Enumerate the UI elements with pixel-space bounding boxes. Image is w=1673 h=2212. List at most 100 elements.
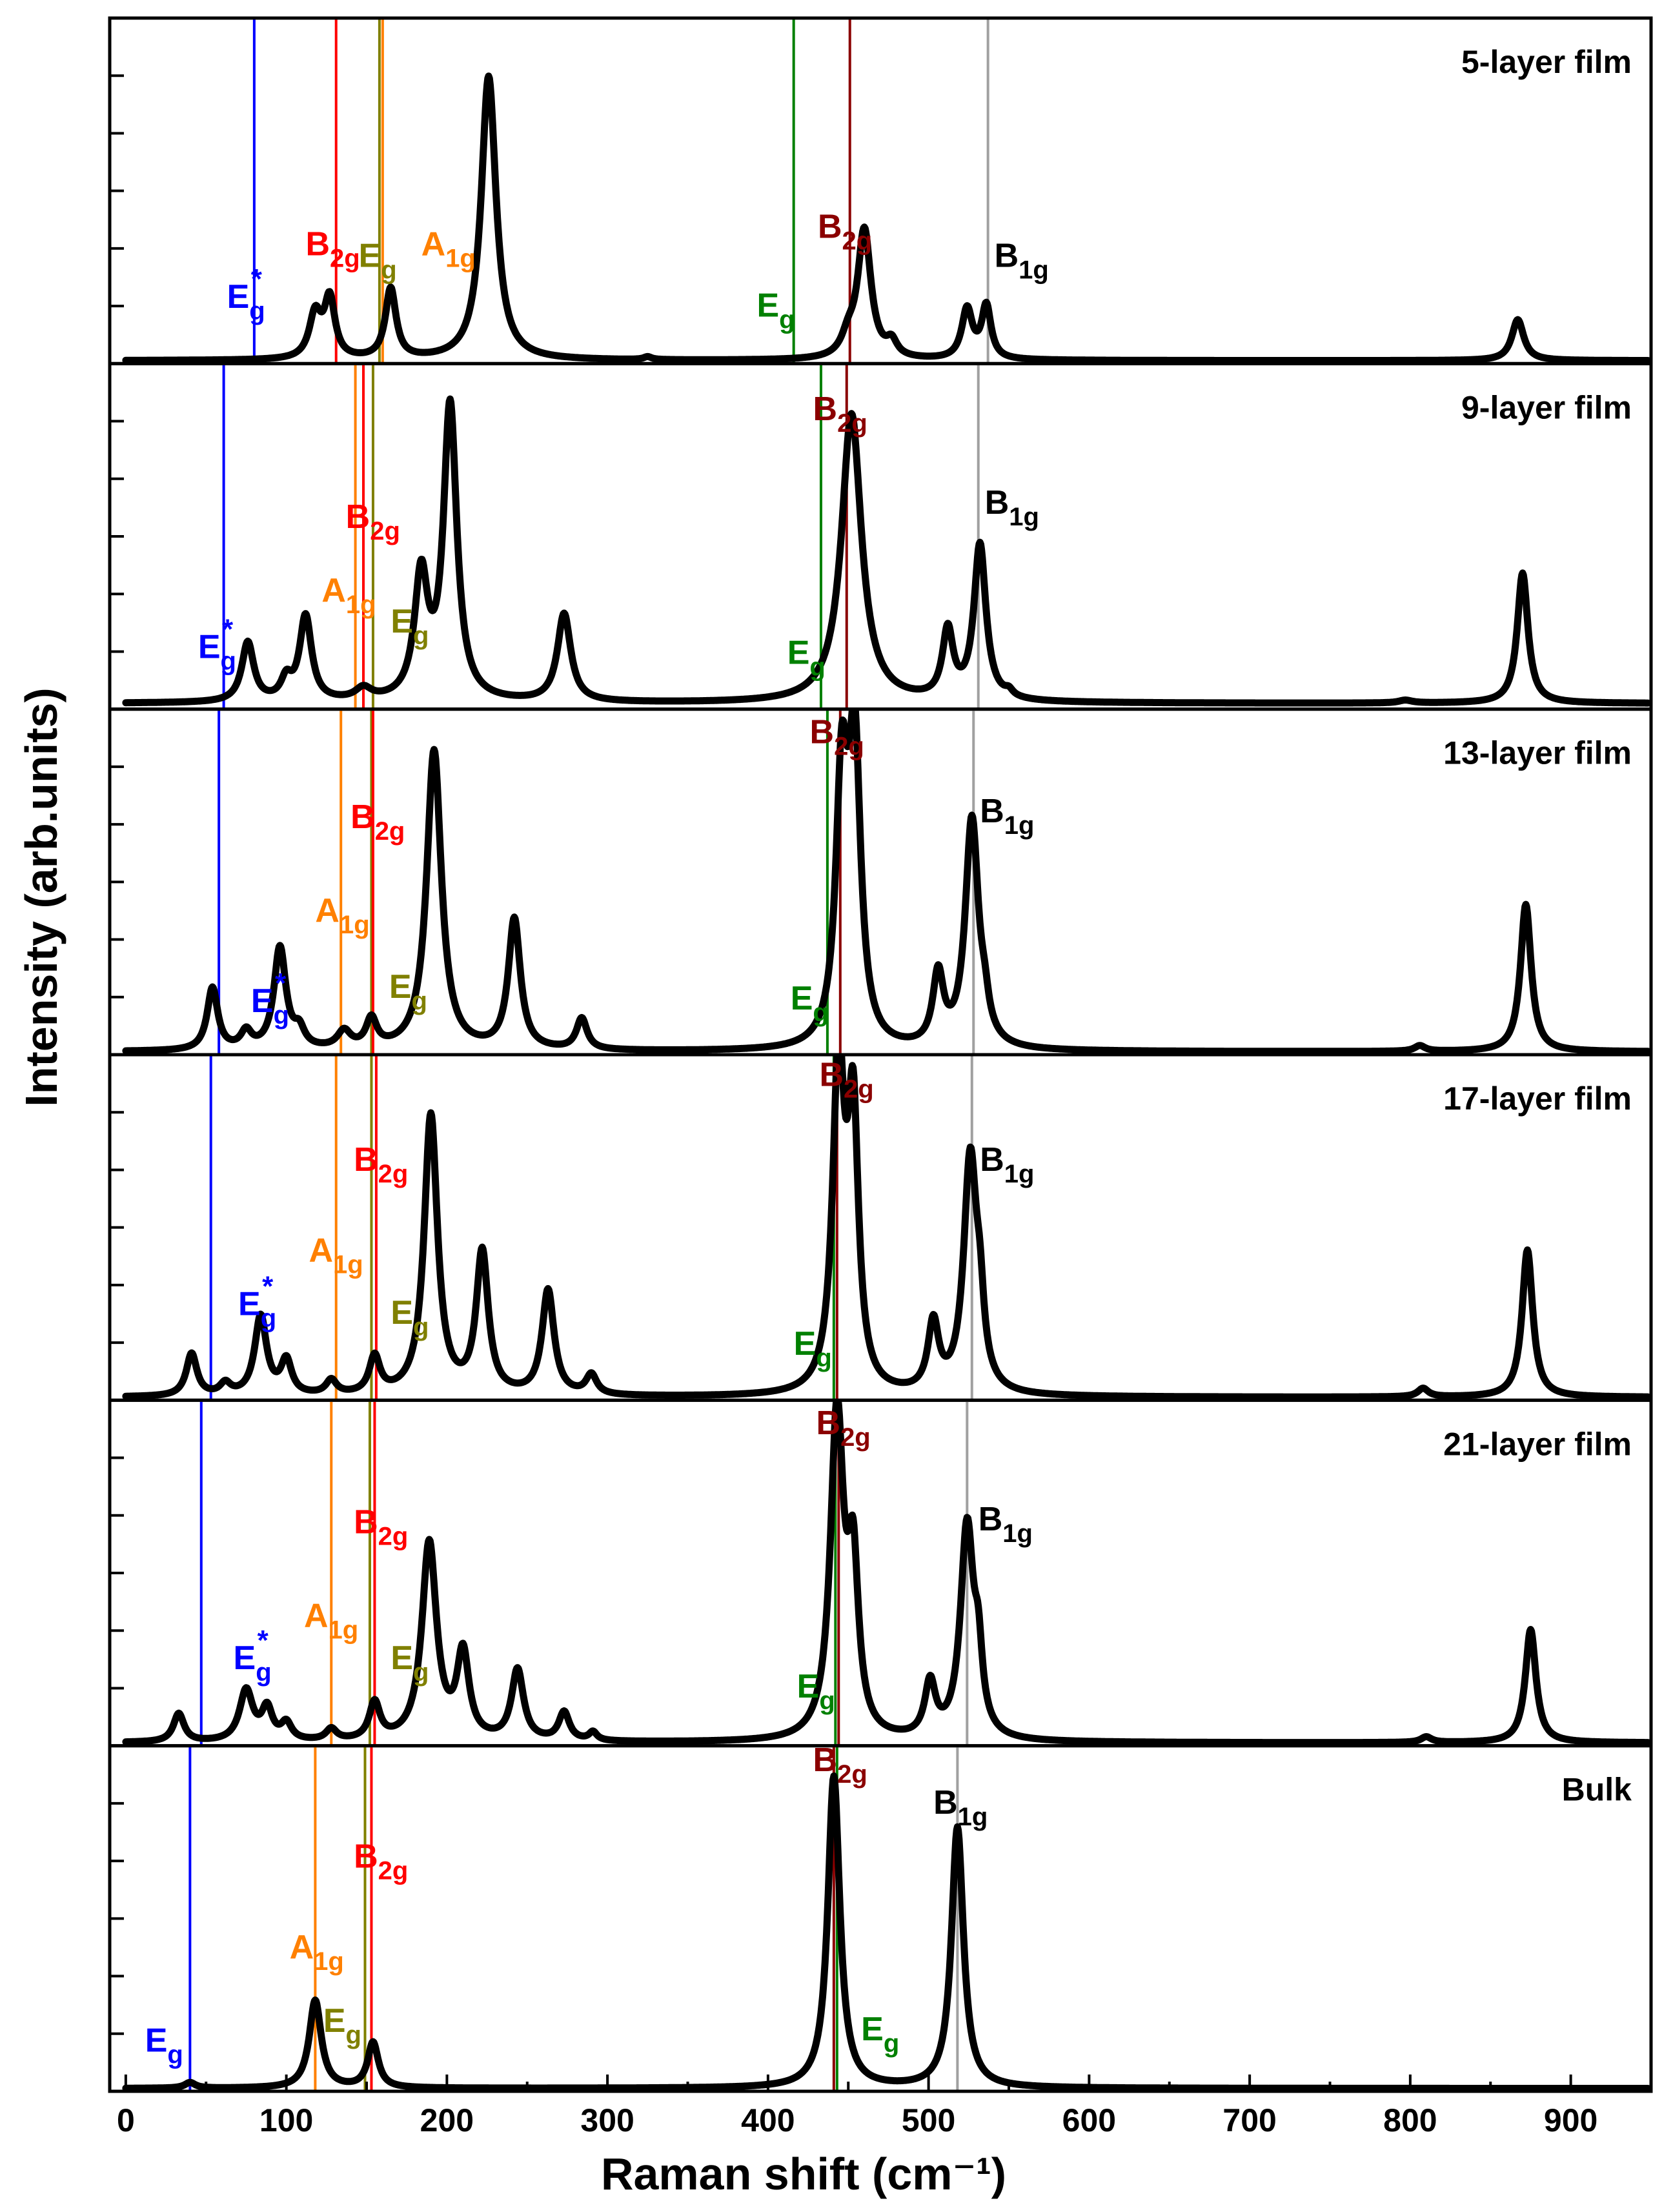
x-tick-label-200: 200 — [420, 2102, 474, 2138]
mode-label-base: A — [304, 1597, 329, 1634]
mode-label-base: B — [810, 713, 835, 751]
mode-label-sub: 2g — [842, 227, 873, 255]
mode-label-3: Eg — [389, 968, 427, 1015]
x-tick-label-900: 900 — [1544, 2102, 1597, 2138]
mode-label-base: B — [813, 391, 838, 428]
panel-plot-area — [122, 1745, 1651, 2092]
x-tick-label-800: 800 — [1383, 2102, 1437, 2138]
panel-title: 9-layer film — [1461, 389, 1632, 425]
mode-label-sub: g — [412, 987, 427, 1015]
mode-label-5: B2g — [810, 713, 864, 760]
mode-label-sub: 2g — [375, 817, 405, 846]
panel-title: 13-layer film — [1443, 735, 1632, 771]
mode-label-base: E — [390, 1639, 413, 1677]
panel-plot-area — [122, 1400, 1651, 1746]
mode-label-base: E — [234, 1639, 256, 1677]
y-axis-title: Intensity (arb.units) — [16, 687, 66, 1106]
mode-label-base: B — [816, 1405, 841, 1442]
mode-label-sub: 1g — [1019, 256, 1049, 285]
mode-label-sub: 1g — [958, 1803, 988, 1831]
spectrum-line — [122, 1055, 1651, 1401]
mode-label-base: E — [794, 1325, 816, 1363]
mode-label-2: B2g — [354, 1838, 408, 1885]
spectrum-line — [122, 395, 1651, 707]
mode-label-base: B — [980, 793, 1004, 830]
mode-label-6: B1g — [985, 484, 1039, 531]
mode-label-sub: g — [256, 1658, 271, 1687]
mode-label-sub: 2g — [330, 244, 360, 272]
mode-label-sub: 2g — [378, 1523, 409, 1551]
mode-label-base: E — [323, 2002, 346, 2040]
x-axis-title: Raman shift (cm⁻¹) — [601, 2149, 1006, 2199]
mode-label-base: A — [309, 1232, 333, 1269]
mode-label-sub: g — [816, 1344, 831, 1372]
mode-label-2: B2g — [354, 1141, 408, 1188]
mode-label-sub: g — [413, 1658, 429, 1687]
mode-label-base: E — [227, 278, 250, 316]
mode-label-4: Eg — [787, 634, 826, 681]
x-tick-label-100: 100 — [259, 2102, 313, 2138]
axes-layer: 0 100 200 300 400 500 600 700 800 900 — [117, 2075, 1652, 2138]
mode-label-base: B — [813, 1741, 838, 1779]
mode-label-sub: g — [813, 999, 828, 1027]
panel-title: 21-layer film — [1443, 1426, 1632, 1462]
mode-label-sub: g — [809, 653, 825, 681]
mode-label-0: Eg* — [238, 1271, 276, 1333]
mode-label-base: E — [390, 1294, 413, 1332]
mode-label-0: Eg* — [198, 614, 236, 676]
mode-label-sub: 1g — [314, 1947, 344, 1976]
mode-label-6: B1g — [980, 793, 1034, 840]
mode-label-5: B2g — [819, 1056, 873, 1103]
mode-label-sub: g — [346, 2021, 361, 2049]
x-tick-label-600: 600 — [1062, 2102, 1116, 2138]
mode-label-base: E — [791, 980, 813, 1017]
mode-label-base: A — [421, 225, 446, 263]
mode-label-sub: 1g — [333, 1250, 363, 1279]
mode-label-base: E — [390, 603, 413, 640]
mode-label-3: Eg — [390, 1639, 429, 1687]
mode-label-1: A1g — [290, 1929, 344, 1976]
mode-label-sub: 1g — [346, 591, 376, 619]
mode-label-base: E — [787, 634, 810, 671]
mode-label-sub: 2g — [378, 1856, 409, 1885]
mode-label-sub: 1g — [329, 1616, 359, 1644]
mode-label-1: A1g — [309, 1232, 363, 1279]
mode-label-sub: g — [249, 297, 265, 325]
mode-label-sub: g — [167, 2041, 183, 2069]
mode-label-base: B — [305, 225, 330, 263]
mode-label-base: B — [354, 1838, 378, 1875]
mode-label-base: B — [350, 798, 375, 836]
mode-label-sub: 1g — [1004, 811, 1035, 840]
mode-label-2: B2g — [354, 1504, 408, 1551]
mode-label-3: Eg — [390, 1294, 429, 1341]
mode-label-sub: g — [884, 2029, 899, 2058]
mode-label-sub: g — [274, 1001, 289, 1030]
x-tick-label-300: 300 — [580, 2102, 634, 2138]
mode-label-sup: * — [251, 263, 263, 295]
x-tick-label-500: 500 — [902, 2102, 955, 2138]
mode-label-sub: 2g — [837, 1760, 867, 1789]
mode-label-sup: * — [262, 1271, 274, 1303]
mode-label-1: A1g — [304, 1597, 358, 1644]
mode-label-sub: g — [413, 1313, 429, 1341]
panel-title: Bulk — [1562, 1772, 1632, 1808]
mode-label-sub: g — [261, 1304, 276, 1333]
mode-label-sub: 1g — [1004, 1160, 1035, 1188]
spectrum-line — [122, 1400, 1651, 1746]
mode-label-5: B2g — [818, 208, 872, 255]
mode-label-6: B1g — [978, 1501, 1033, 1548]
mode-label-sub: 1g — [445, 244, 476, 272]
mode-label-sub: 1g — [340, 911, 370, 939]
mode-label-base: B — [354, 1504, 378, 1541]
mode-label-sup: * — [258, 1625, 269, 1656]
mode-label-base: B — [346, 498, 370, 536]
mode-label-0: Eg* — [234, 1625, 272, 1687]
panel-plot-area — [122, 709, 1651, 1055]
mode-label-2: B2g — [350, 798, 405, 846]
mode-label-base: B — [980, 1141, 1004, 1179]
